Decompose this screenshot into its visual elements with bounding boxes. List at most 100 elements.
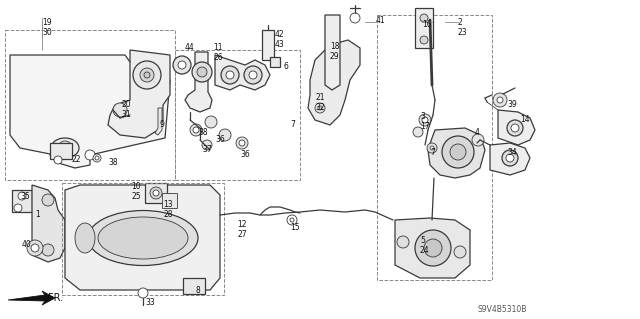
Polygon shape [308,40,360,125]
Circle shape [454,246,466,258]
Text: 41: 41 [376,16,386,25]
Circle shape [95,156,99,160]
Text: 14: 14 [520,115,530,124]
Circle shape [173,56,191,74]
Bar [145,183,167,203]
Circle shape [27,240,43,256]
Text: 4: 4 [475,128,480,137]
Text: 11
26: 11 26 [213,43,223,62]
Text: 39: 39 [507,100,516,109]
Circle shape [419,114,431,126]
Bar [62,183,224,295]
Ellipse shape [75,223,95,253]
Text: 1: 1 [35,210,40,219]
Bar [262,30,274,60]
Circle shape [31,244,39,252]
Bar [12,190,32,212]
Circle shape [497,97,503,103]
Text: 12
27: 12 27 [237,220,246,239]
Bar [175,50,300,180]
Circle shape [430,146,434,150]
Circle shape [42,244,54,256]
Circle shape [420,14,428,22]
Text: 40: 40 [22,240,32,249]
Polygon shape [10,55,170,168]
Text: 42
43: 42 43 [275,30,285,49]
Text: 16: 16 [422,20,431,29]
Circle shape [50,150,60,160]
Circle shape [493,93,507,107]
Text: 22: 22 [72,155,81,164]
Circle shape [58,141,72,155]
Circle shape [502,150,518,166]
Text: 35: 35 [20,192,29,201]
Circle shape [420,36,428,44]
Circle shape [113,103,127,117]
Polygon shape [185,52,212,112]
Ellipse shape [98,217,188,259]
Circle shape [507,120,523,136]
Bar [377,15,492,280]
Text: 13
28: 13 28 [163,200,173,219]
Circle shape [133,61,161,89]
Circle shape [415,230,451,266]
Text: 21
32: 21 32 [315,93,324,112]
Text: 8: 8 [196,286,201,295]
Circle shape [239,140,245,146]
Text: 36: 36 [215,135,225,144]
Bar [183,278,205,294]
Bar [162,193,177,208]
Circle shape [427,143,437,153]
Circle shape [219,129,231,141]
Circle shape [244,66,262,84]
Text: 7: 7 [430,148,435,157]
Circle shape [202,140,212,150]
Text: 10
25: 10 25 [131,182,141,201]
Circle shape [93,154,101,162]
Polygon shape [65,185,220,290]
Bar [50,143,72,159]
Text: 44: 44 [185,43,195,52]
Circle shape [236,137,248,149]
Circle shape [413,127,423,137]
Text: 3
17: 3 17 [420,112,429,131]
Circle shape [442,136,474,168]
Bar [415,8,433,48]
Circle shape [197,67,207,77]
Polygon shape [32,185,65,262]
Circle shape [205,116,217,128]
Circle shape [397,236,409,248]
Circle shape [85,150,95,160]
Text: 6: 6 [283,62,288,71]
Circle shape [350,13,360,23]
Ellipse shape [51,138,79,158]
Circle shape [42,194,54,206]
Text: 38: 38 [198,128,207,137]
Circle shape [511,124,519,132]
Polygon shape [8,291,55,305]
Text: S9V4B5310B: S9V4B5310B [478,305,527,314]
Circle shape [424,239,442,257]
Polygon shape [155,108,162,135]
Circle shape [287,215,297,225]
Circle shape [190,124,202,136]
Circle shape [150,187,162,199]
Circle shape [221,66,239,84]
Text: 9: 9 [160,120,165,129]
Text: 37: 37 [202,145,212,154]
Polygon shape [428,128,485,178]
Circle shape [450,144,466,160]
Bar [5,30,175,180]
Circle shape [14,204,22,212]
Circle shape [18,192,26,200]
Circle shape [193,127,199,133]
Circle shape [153,190,159,196]
Polygon shape [108,50,170,138]
Text: 15: 15 [290,223,300,232]
Circle shape [422,117,428,123]
Circle shape [318,106,322,110]
Circle shape [54,156,62,164]
Text: 20
31: 20 31 [121,100,131,119]
Polygon shape [325,15,340,90]
Text: 33: 33 [145,298,155,307]
